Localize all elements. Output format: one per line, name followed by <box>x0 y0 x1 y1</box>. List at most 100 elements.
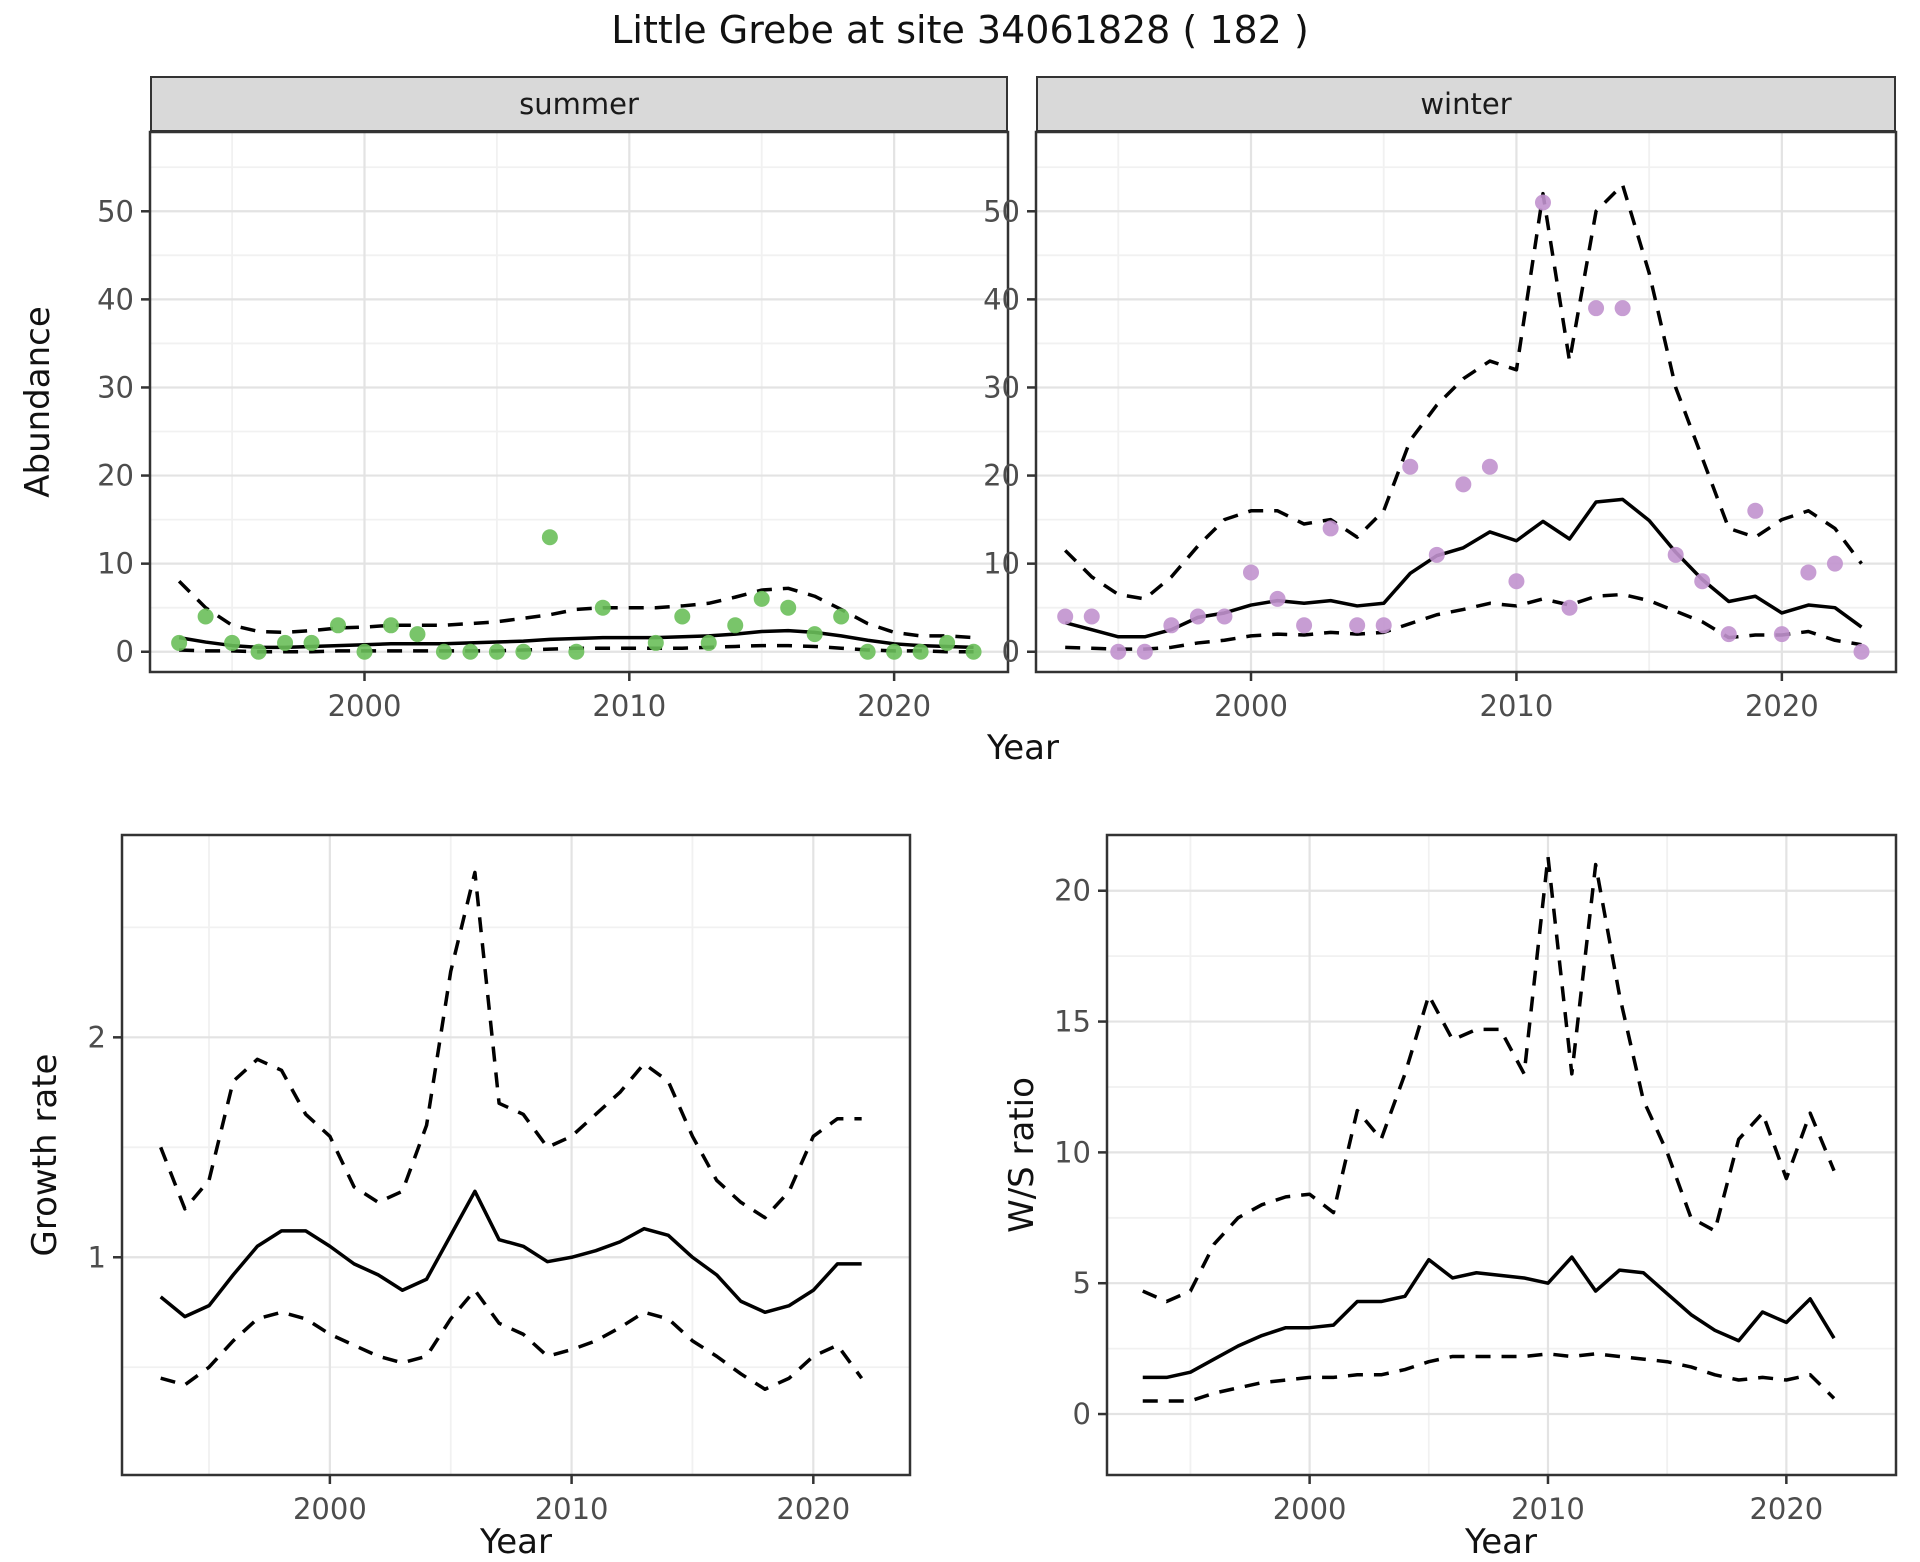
panel-background <box>1036 132 1896 672</box>
data-point <box>700 634 717 651</box>
data-point <box>1588 300 1605 317</box>
x-tick-label: 2020 <box>857 689 931 723</box>
data-point <box>1375 617 1392 634</box>
x-tick-label: 2020 <box>1745 689 1819 723</box>
lower-ci-line <box>1142 1352 1836 1403</box>
data-point <box>1773 626 1790 643</box>
y-tick-label: 0 <box>1073 1397 1091 1431</box>
data-point <box>568 643 585 660</box>
lower-ci-line <box>160 1288 864 1391</box>
y-tick-label: 20 <box>983 459 1020 493</box>
data-point <box>197 608 214 625</box>
data-point <box>1057 608 1074 625</box>
y-tick-label: 40 <box>97 282 134 316</box>
data-point <box>541 529 558 546</box>
panel-abundance-summer: 2000 2010 2020 0 10 20 30 40 50 <box>97 130 1010 723</box>
y-tick-label: 50 <box>983 194 1020 228</box>
data-point <box>1322 520 1339 537</box>
y-axis-title-growth: Growth rate <box>25 1053 65 1257</box>
data-point <box>833 608 850 625</box>
data-point <box>515 643 532 660</box>
data-point <box>277 634 294 651</box>
y-tick-label: 30 <box>97 370 134 404</box>
x-tick-label: 2000 <box>293 1492 367 1526</box>
y-tick-label: 10 <box>1054 1135 1091 1169</box>
data-point <box>965 643 982 660</box>
data-point <box>1455 476 1472 493</box>
y-tick-label: 2 <box>88 1020 106 1054</box>
data-point <box>1189 608 1206 625</box>
x-axis-title-year-top: Year <box>987 728 1059 768</box>
data-point <box>647 634 664 651</box>
data-point <box>674 608 691 625</box>
facet-strip-summer-label: summer <box>519 87 639 121</box>
x-tick-label: 2010 <box>1480 689 1554 723</box>
y-tick-label: 40 <box>983 282 1020 316</box>
x-tick-label: 2010 <box>592 689 666 723</box>
facet-strip-summer: summer <box>150 76 1008 132</box>
panel-ws-ratio: 2000 2010 2020 0 5 10 15 20 <box>1054 833 1898 1526</box>
x-tick-label: 2020 <box>1749 1492 1823 1526</box>
panel-border <box>1034 130 1898 674</box>
data-point <box>1402 458 1419 475</box>
data-point <box>1349 617 1366 634</box>
data-point <box>806 626 823 643</box>
data-point <box>1083 608 1100 625</box>
panel-growth-rate: 2000 2010 2020 1 2 <box>88 833 912 1526</box>
y-tick-label: 10 <box>97 547 134 581</box>
data-point <box>250 643 267 660</box>
data-point <box>859 643 876 660</box>
data-point <box>1110 643 1127 660</box>
y-tick-label: 0 <box>1002 635 1020 669</box>
upper-ci-line <box>159 870 862 1220</box>
panel-background <box>150 132 1008 672</box>
data-point <box>1720 626 1737 643</box>
panel-background <box>1107 835 1896 1475</box>
x-tick-label: 2020 <box>776 1492 850 1526</box>
x-axis-title-year-growth: Year <box>480 1522 552 1562</box>
data-point <box>1269 590 1286 607</box>
upper-ci-line <box>1142 854 1836 1304</box>
data-point <box>1508 573 1525 590</box>
facet-strip-winter-label: winter <box>1420 87 1512 121</box>
data-point <box>382 617 399 634</box>
data-point <box>1534 194 1551 211</box>
y-tick-label: 20 <box>1054 874 1091 908</box>
data-point <box>1694 573 1711 590</box>
data-point <box>1243 564 1259 581</box>
data-point <box>780 599 797 616</box>
data-point <box>462 643 479 660</box>
page-title: Little Grebe at site 34061828 ( 182 ) <box>611 8 1309 52</box>
data-point <box>330 617 347 634</box>
panel-border <box>148 130 1010 674</box>
y-axis-title-ws-ratio: W/S ratio <box>1002 1077 1042 1233</box>
data-point <box>1136 643 1153 660</box>
data-point <box>1826 555 1843 572</box>
y-tick-label: 5 <box>1073 1266 1091 1300</box>
upper-ci-line <box>1063 183 1863 601</box>
data-point <box>224 634 241 651</box>
data-point <box>356 643 373 660</box>
panel-abundance-winter: 2000 2010 2020 0 10 20 30 40 50 <box>983 130 1898 723</box>
data-point <box>1614 300 1631 317</box>
fit-line <box>1142 1255 1836 1380</box>
panel-border <box>120 833 912 1477</box>
x-tick-label: 2010 <box>535 1492 609 1526</box>
y-axis-title-abundance: Abundance <box>18 306 58 498</box>
data-point <box>488 643 505 660</box>
y-tick-label: 20 <box>97 459 134 493</box>
y-tick-label: 10 <box>983 547 1020 581</box>
facet-strip-winter: winter <box>1036 76 1896 132</box>
data-point <box>409 626 426 643</box>
data-point <box>886 643 903 660</box>
data-point <box>753 590 770 607</box>
y-tick-label: 15 <box>1054 1005 1091 1039</box>
data-point <box>303 634 320 651</box>
data-point <box>1800 564 1817 581</box>
data-point <box>594 599 611 616</box>
y-tick-label: 0 <box>116 635 134 669</box>
data-point <box>939 634 956 651</box>
y-tick-label: 30 <box>983 370 1020 404</box>
x-tick-label: 2000 <box>1214 689 1288 723</box>
